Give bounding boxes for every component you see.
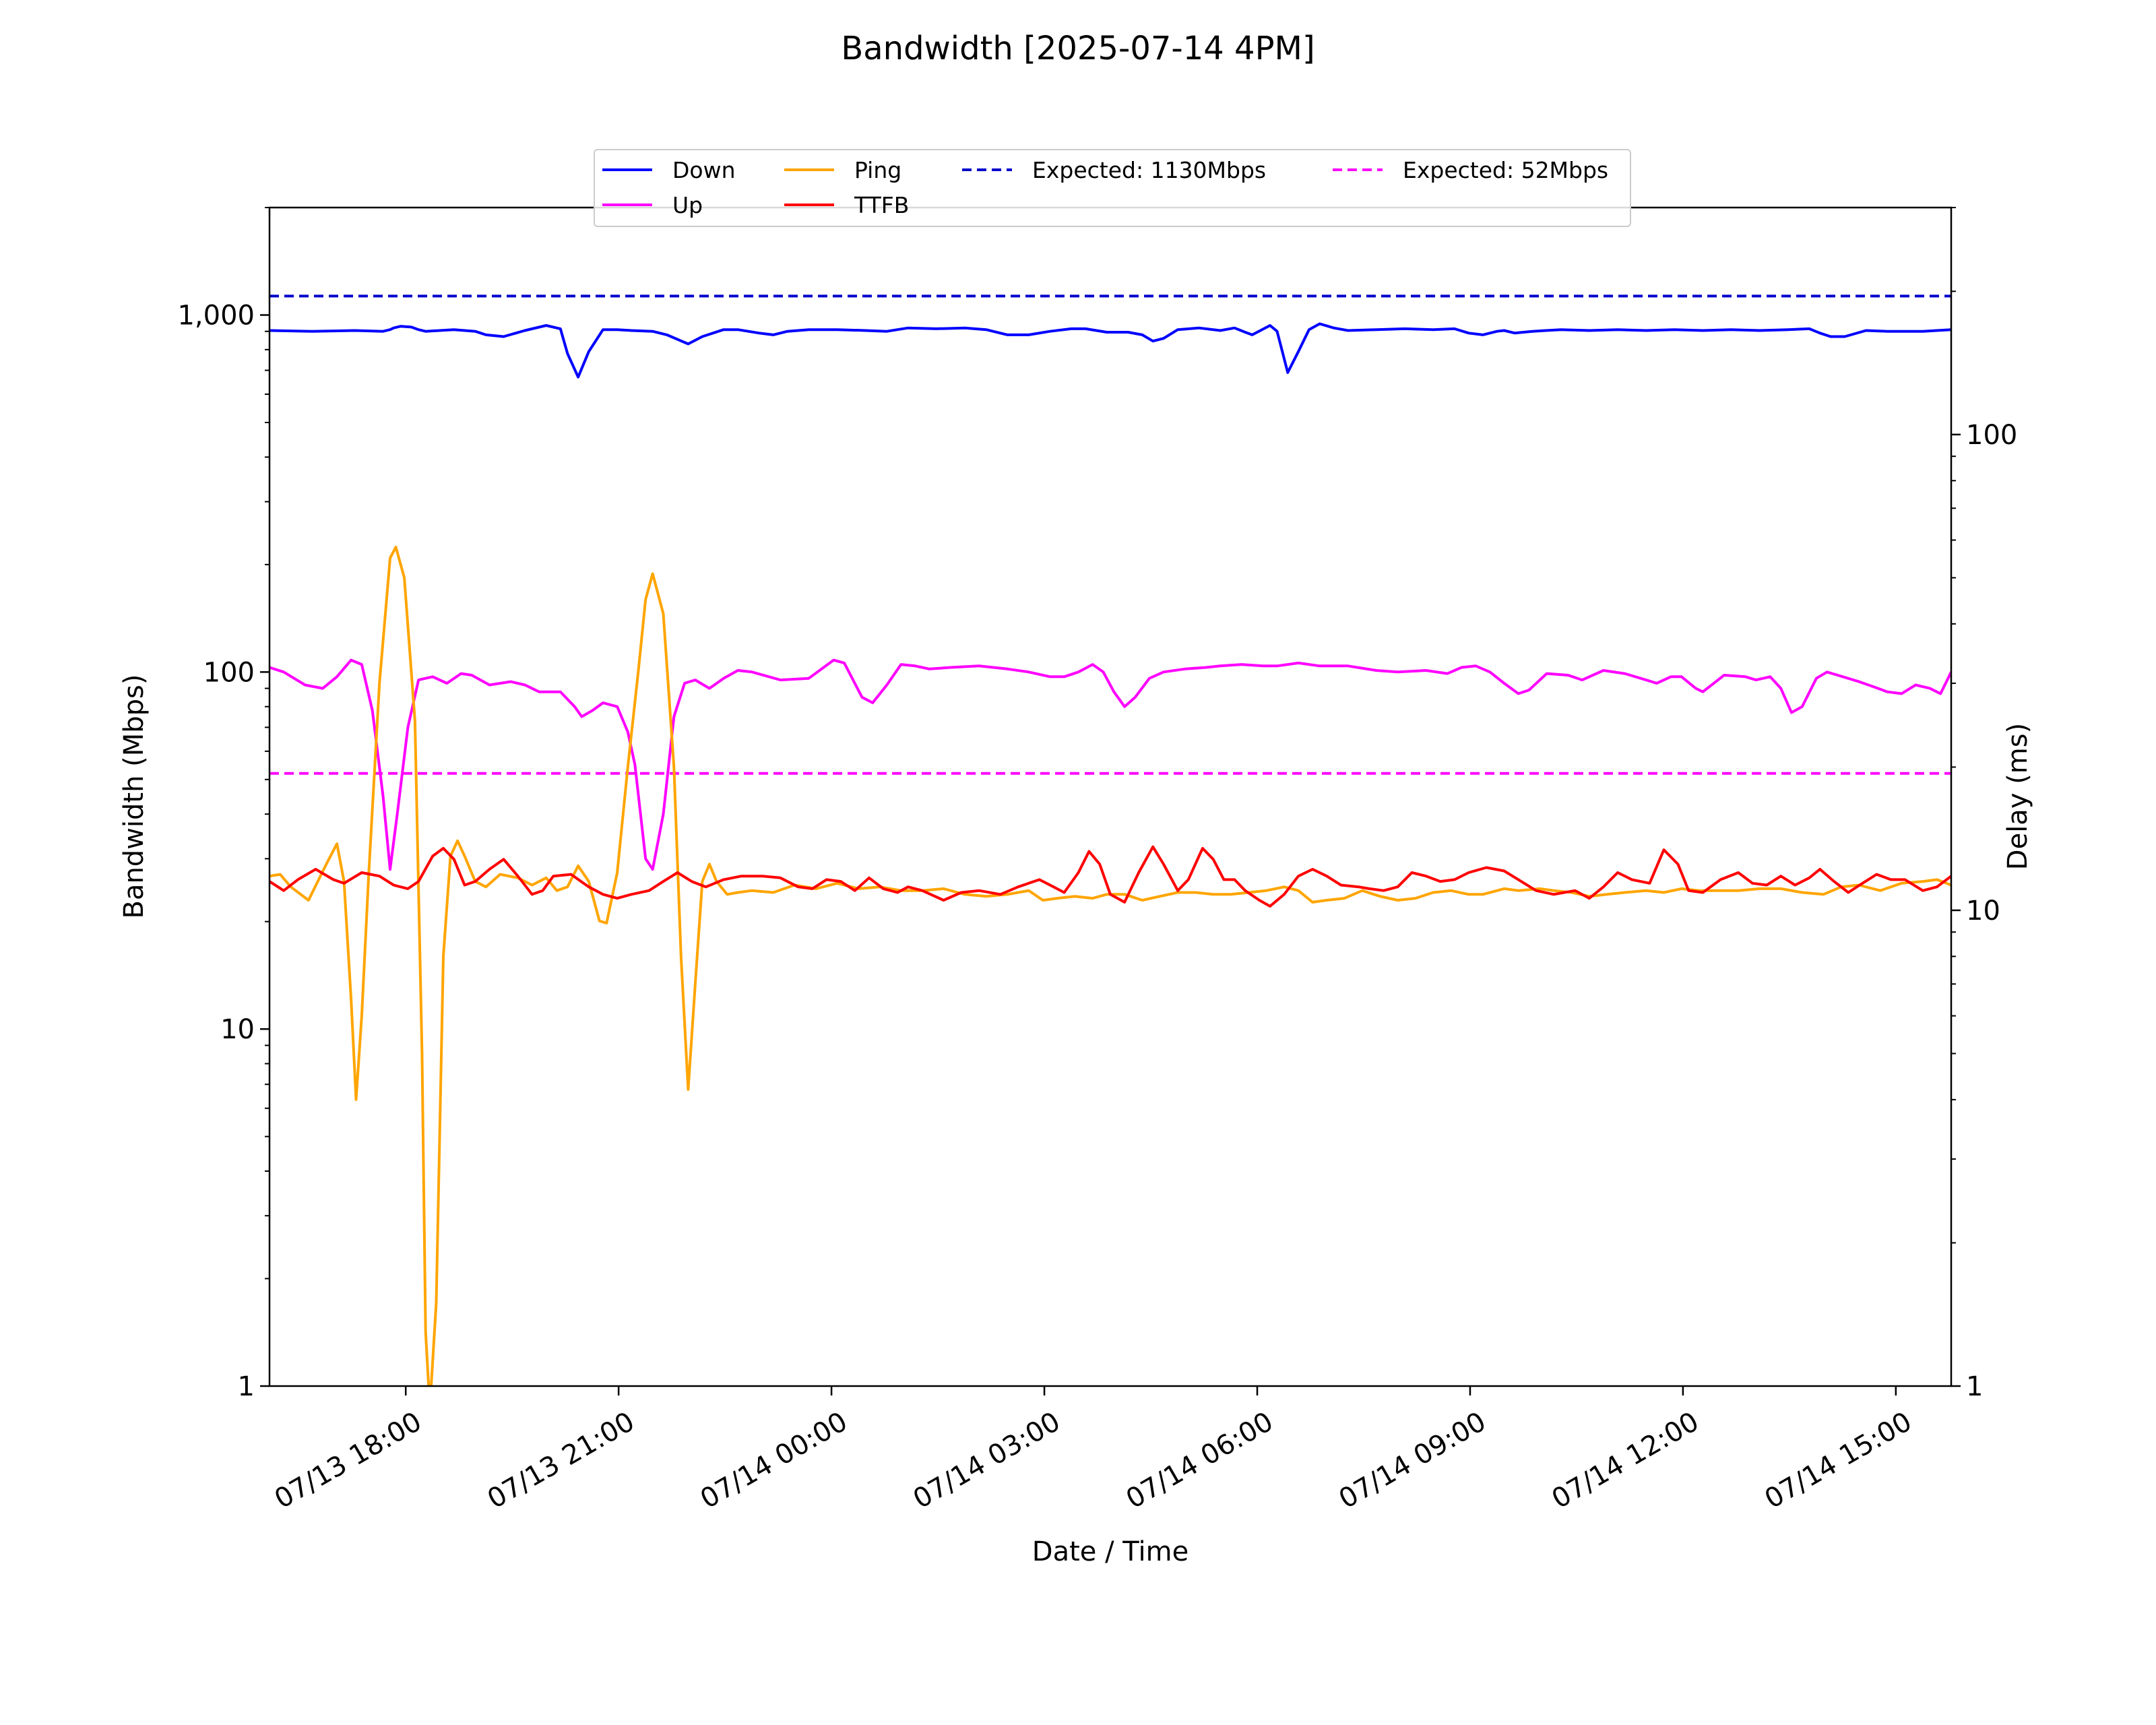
y2-axis-label: Delay (ms) [2002,723,2033,870]
y-tick-label: 10 [220,1014,255,1045]
legend-item-ping: Ping [784,157,901,183]
legend-item-expected-1130mbps: Expected: 1130Mbps [962,157,1266,183]
y-tick-label: 1 [238,1371,255,1402]
legend-label: TTFB [854,192,909,218]
y2-tick-label: 1 [1966,1371,1983,1402]
plot-area [270,294,1951,1386]
legend: Down Up Ping TTFB Expected: 1130Mbps Expected… [594,149,1631,227]
y2-tick-label: 100 [1966,420,2017,451]
x-axis-label: Date / Time [1032,1536,1188,1567]
legend-item-down: Down [602,157,736,183]
legend-item-up: Up [602,192,703,218]
legend-item-expected-52mbps: Expected: 52Mbps [1333,157,1608,183]
y-axis-label: Bandwidth (Mbps) [119,674,150,918]
legend-label: Up [672,192,703,218]
legend-label: Down [672,157,736,183]
y2-tick-label: 10 [1966,896,2000,927]
plot-clip-group [270,294,1951,1386]
y-tick-label: 100 [203,657,255,688]
legend-label: Expected: 1130Mbps [1032,157,1266,183]
series-line-ttfb [270,845,1951,908]
series-line-up [270,658,1951,871]
legend-label: Expected: 52Mbps [1403,157,1608,183]
chart-title: Bandwidth [2025-07-14 4PM] [841,30,1314,67]
series-line-down [270,322,1951,379]
legend-item-ttfb: TTFB [784,192,909,218]
y-tick-label: 1,000 [177,300,255,331]
legend-label: Ping [854,157,901,183]
